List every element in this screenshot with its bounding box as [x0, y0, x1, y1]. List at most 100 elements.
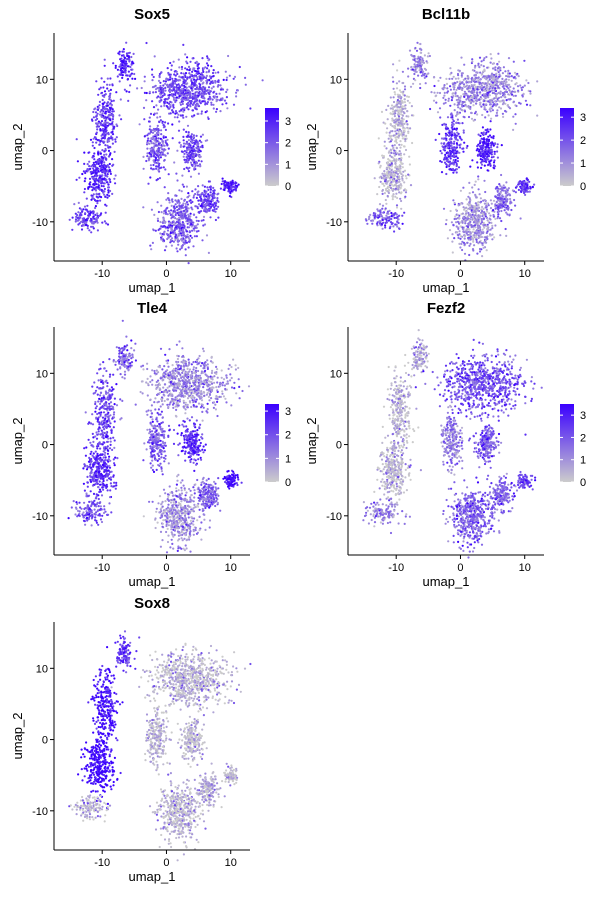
cell-point [218, 92, 221, 95]
cell-point [189, 91, 192, 94]
cell-point [81, 210, 84, 213]
cell-point [442, 146, 445, 149]
cell-point [177, 83, 180, 86]
cell-point [207, 86, 211, 89]
cell-point [164, 121, 167, 124]
cell-point [391, 108, 395, 111]
cell-point [108, 122, 111, 125]
cell-point [399, 124, 402, 127]
cell-point [156, 139, 159, 142]
cell-point [490, 136, 493, 139]
cell-point [390, 138, 393, 141]
cell-point [504, 227, 507, 231]
cell-point [472, 119, 475, 122]
cell-point [130, 63, 133, 66]
cell-point [509, 85, 512, 88]
cell-point [398, 143, 401, 146]
cell-point [413, 72, 416, 76]
cell-point [100, 166, 103, 169]
cell-point [420, 74, 423, 77]
cell-point [485, 129, 488, 132]
cell-point [149, 147, 152, 150]
cell-point [392, 225, 395, 228]
cell-point [101, 174, 104, 177]
cell-point [85, 170, 88, 173]
cell-point [225, 90, 228, 94]
cell-point [103, 177, 106, 180]
cell-point [496, 143, 499, 146]
cell-point [418, 64, 422, 67]
cell-point [102, 185, 105, 188]
cell-point [207, 251, 210, 254]
cell-point [493, 236, 496, 239]
cell-point [222, 182, 226, 185]
cell-point [457, 77, 460, 80]
cell-point [396, 135, 399, 138]
cell-point [156, 159, 160, 162]
cell-point [154, 229, 157, 232]
cell-point [197, 211, 200, 214]
cell-point [495, 95, 498, 98]
cell-point [173, 73, 176, 76]
cell-point [505, 74, 508, 78]
cell-point [220, 182, 223, 186]
cell-point [106, 83, 109, 86]
cell-point [458, 233, 461, 236]
cell-point [485, 103, 488, 106]
cell-point [95, 162, 98, 165]
cell-point [150, 142, 153, 145]
cell-point [491, 62, 494, 65]
cell-point [471, 159, 474, 162]
cell-point [217, 80, 220, 84]
cell-point [159, 81, 162, 84]
cell-point [154, 152, 157, 156]
cell-point [186, 104, 189, 107]
cell-point [153, 112, 156, 115]
cell-point [461, 105, 464, 108]
cell-point [163, 249, 167, 252]
cell-point [459, 95, 463, 98]
cell-point [184, 72, 188, 75]
cell-point [95, 122, 98, 125]
cell-point [408, 155, 411, 158]
cell-point [479, 197, 482, 200]
cell-point [374, 215, 377, 218]
cell-point [401, 120, 404, 123]
cell-point [508, 72, 511, 75]
cell-point [505, 234, 508, 237]
cell-point [476, 166, 479, 169]
cell-point [145, 159, 148, 163]
cell-point [152, 148, 155, 151]
cell-point [397, 105, 400, 108]
cell-point [186, 62, 189, 65]
cell-point [490, 100, 493, 103]
cell-point [189, 212, 192, 215]
cell-point [188, 230, 191, 233]
cell-point [467, 213, 470, 216]
cell-point [107, 191, 110, 194]
cell-point [203, 185, 206, 188]
cell-point [396, 172, 399, 176]
cell-point [479, 139, 482, 142]
cell-point [216, 199, 219, 202]
cell-point [181, 100, 185, 103]
cell-point [167, 94, 170, 97]
cell-point [398, 227, 401, 230]
cell-point [193, 167, 196, 170]
cell-point [163, 92, 166, 96]
cell-point [397, 115, 401, 118]
cell-point [206, 102, 209, 105]
cell-point [391, 76, 394, 79]
cell-point [417, 74, 420, 77]
cell-point [392, 63, 395, 66]
cell-point [96, 117, 99, 120]
cell-point [196, 223, 199, 226]
cell-point [74, 212, 77, 215]
cell-point [387, 158, 390, 161]
cell-point [212, 203, 215, 206]
cell-point [211, 199, 214, 202]
cell-point [183, 95, 186, 98]
cell-point [190, 79, 193, 82]
cell-point [490, 159, 493, 162]
cell-point [207, 180, 210, 183]
